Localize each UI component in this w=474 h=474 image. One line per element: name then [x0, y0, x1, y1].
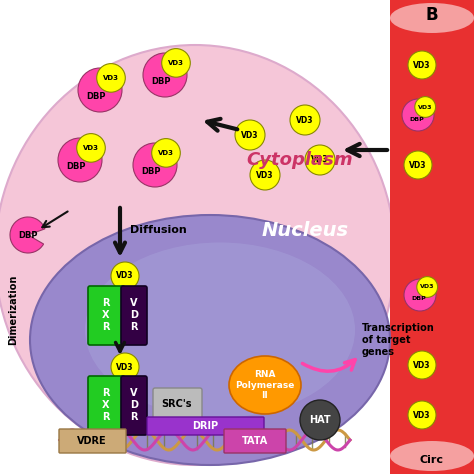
Text: R
X
R: R X R	[102, 299, 110, 332]
Circle shape	[305, 145, 335, 175]
Text: DBP: DBP	[411, 297, 426, 301]
Circle shape	[415, 97, 436, 118]
Ellipse shape	[30, 215, 390, 465]
Circle shape	[111, 262, 139, 290]
Text: VD3: VD3	[418, 104, 432, 109]
Text: Nucleus: Nucleus	[262, 220, 348, 239]
Text: Transcription
of target
genes: Transcription of target genes	[362, 323, 435, 356]
Text: VD3: VD3	[158, 150, 174, 156]
Circle shape	[408, 401, 436, 429]
Text: V
D
R: V D R	[130, 299, 138, 332]
Ellipse shape	[0, 45, 395, 465]
Text: VD3: VD3	[409, 161, 427, 170]
Text: VD3: VD3	[83, 145, 99, 151]
Circle shape	[402, 99, 434, 131]
Circle shape	[408, 351, 436, 379]
Text: VD3: VD3	[103, 75, 119, 81]
Text: DBP: DBP	[86, 92, 105, 101]
FancyBboxPatch shape	[88, 286, 125, 345]
Text: Cytoplasm: Cytoplasm	[246, 151, 353, 169]
Text: DBP: DBP	[141, 167, 160, 176]
Circle shape	[133, 143, 177, 187]
Text: TATA: TATA	[242, 436, 268, 446]
Circle shape	[417, 277, 438, 297]
Circle shape	[404, 279, 436, 311]
FancyBboxPatch shape	[59, 429, 126, 453]
Text: DBP: DBP	[18, 230, 38, 239]
Text: VD3: VD3	[413, 61, 431, 70]
Circle shape	[58, 138, 102, 182]
Circle shape	[111, 353, 139, 381]
Circle shape	[162, 49, 190, 77]
Circle shape	[78, 68, 122, 112]
Bar	[390, 0, 474, 474]
Text: DBP: DBP	[409, 117, 424, 121]
Wedge shape	[10, 217, 45, 253]
Text: Circ: Circ	[420, 455, 444, 465]
FancyBboxPatch shape	[153, 388, 202, 420]
Ellipse shape	[390, 441, 474, 471]
Text: VD3: VD3	[311, 155, 329, 164]
Text: Dimerization: Dimerization	[8, 275, 18, 345]
Circle shape	[250, 160, 280, 190]
Circle shape	[300, 400, 340, 440]
Text: B: B	[426, 6, 438, 24]
Ellipse shape	[229, 356, 301, 414]
Text: VD3: VD3	[256, 171, 274, 180]
Circle shape	[152, 138, 180, 167]
Text: RNA
Polymerase
II: RNA Polymerase II	[235, 370, 295, 400]
Ellipse shape	[85, 243, 355, 418]
Text: VD3: VD3	[241, 130, 259, 139]
Circle shape	[408, 51, 436, 79]
Text: VD3: VD3	[116, 272, 134, 281]
Text: VD3: VD3	[168, 60, 184, 66]
Circle shape	[77, 134, 105, 162]
Text: VD3: VD3	[413, 361, 431, 370]
Text: Diffusion: Diffusion	[130, 225, 187, 235]
Circle shape	[290, 105, 320, 135]
Circle shape	[404, 151, 432, 179]
Text: VD3: VD3	[413, 410, 431, 419]
Circle shape	[235, 120, 265, 150]
FancyBboxPatch shape	[121, 376, 147, 435]
Text: DBP: DBP	[151, 77, 170, 86]
FancyBboxPatch shape	[88, 376, 125, 435]
FancyBboxPatch shape	[147, 417, 264, 435]
Text: VD3: VD3	[116, 363, 134, 372]
FancyBboxPatch shape	[121, 286, 147, 345]
Text: V
D
R: V D R	[130, 388, 138, 421]
Text: HAT: HAT	[309, 415, 331, 425]
Ellipse shape	[390, 3, 474, 33]
Text: SRC's: SRC's	[162, 399, 192, 409]
FancyBboxPatch shape	[224, 429, 286, 453]
Text: R
X
R: R X R	[102, 388, 110, 421]
Text: VD3: VD3	[296, 116, 314, 125]
Text: DRIP: DRIP	[192, 421, 218, 431]
Text: DBP: DBP	[66, 162, 85, 171]
Text: VD3: VD3	[420, 284, 435, 290]
Text: VDRE: VDRE	[77, 436, 107, 446]
Circle shape	[143, 53, 187, 97]
Circle shape	[97, 64, 125, 92]
